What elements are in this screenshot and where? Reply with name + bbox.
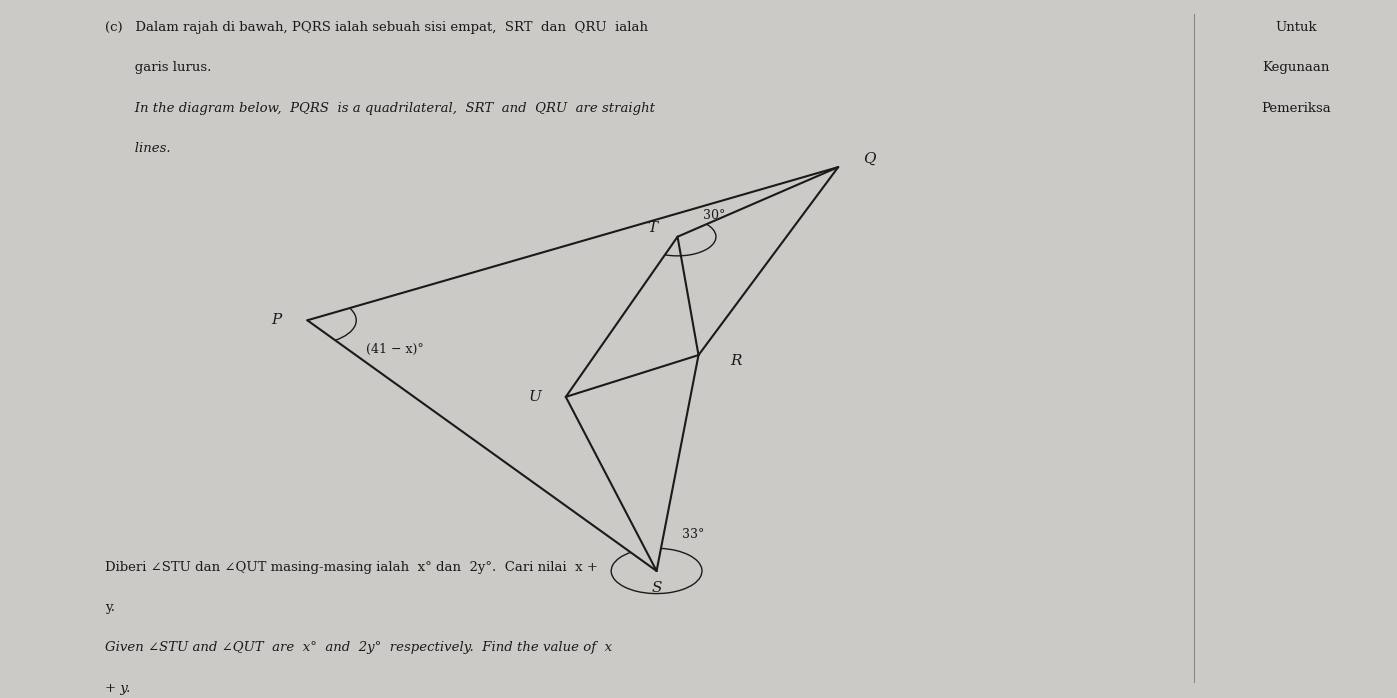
Text: + y.: + y. [105, 682, 130, 695]
Text: 33°: 33° [682, 528, 704, 541]
Text: U: U [528, 390, 542, 404]
Text: y.: y. [105, 601, 115, 614]
Text: R: R [731, 354, 742, 368]
Text: 30°: 30° [703, 209, 725, 223]
Text: S: S [651, 581, 662, 595]
Text: Q: Q [863, 151, 875, 165]
Text: Diberi ∠STU dan ∠QUT masing-masing ialah  x° dan  2y°.  Cari nilai  x +: Diberi ∠STU dan ∠QUT masing-masing ialah… [105, 560, 598, 574]
Text: Pemeriksa: Pemeriksa [1261, 102, 1331, 114]
Text: Untuk: Untuk [1275, 21, 1317, 34]
Text: Given ∠STU and ∠QUT  are  x°  and  2y°  respectively.  Find the value of  x: Given ∠STU and ∠QUT are x° and 2y° respe… [105, 641, 612, 654]
Text: T: T [647, 221, 658, 235]
Text: In the diagram below,  PQRS  is a quadrilateral,  SRT  and  QRU  are straight: In the diagram below, PQRS is a quadrila… [105, 102, 655, 114]
Text: (c)   Dalam rajah di bawah, PQRS ialah sebuah sisi empat,  SRT  dan  QRU  ialah: (c) Dalam rajah di bawah, PQRS ialah seb… [105, 21, 648, 34]
Text: (41 − x)°: (41 − x)° [366, 343, 423, 356]
Text: P: P [271, 313, 282, 327]
Text: lines.: lines. [105, 142, 170, 155]
Text: Kegunaan: Kegunaan [1263, 61, 1330, 74]
Text: garis lurus.: garis lurus. [105, 61, 211, 74]
